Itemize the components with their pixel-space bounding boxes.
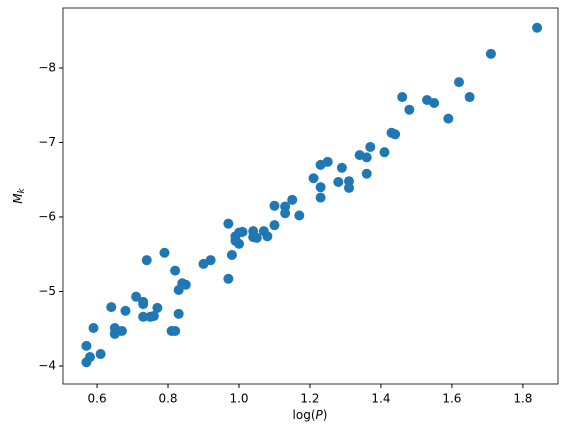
x-label-text: log(: [293, 408, 316, 422]
point: [148, 311, 159, 322]
y-tick-label: −4: [38, 358, 56, 372]
point: [138, 299, 149, 310]
point: [159, 247, 170, 258]
point: [234, 238, 244, 249]
point: [454, 77, 464, 88]
point: [223, 218, 234, 229]
y-tick-label: −8: [38, 60, 56, 74]
point: [237, 226, 248, 237]
point: [198, 258, 209, 269]
point: [269, 220, 280, 231]
point: [336, 162, 347, 173]
point: [333, 176, 344, 187]
x-tick-label: 1.8: [513, 392, 532, 406]
point: [294, 210, 305, 221]
point: [95, 349, 106, 360]
point: [173, 284, 184, 295]
point: [397, 92, 408, 103]
point: [223, 273, 234, 284]
x-label-italic: P: [316, 408, 324, 422]
point: [152, 302, 163, 313]
point: [269, 200, 280, 211]
point: [429, 97, 440, 108]
x-label-end: ): [323, 408, 328, 422]
point: [109, 328, 120, 339]
y-tick-label: −7: [38, 135, 56, 149]
point: [106, 302, 117, 313]
point: [287, 194, 298, 205]
point: [131, 291, 142, 302]
point: [180, 279, 191, 290]
point: [81, 340, 92, 351]
point: [390, 129, 401, 140]
x-tick-label: 0.6: [88, 392, 107, 406]
point: [315, 159, 326, 170]
point: [280, 208, 291, 219]
point: [262, 231, 273, 242]
x-axis-label: log(P): [293, 408, 328, 422]
y-label-subscript: k: [17, 187, 27, 193]
x-tick-label: 1.0: [229, 392, 248, 406]
point: [344, 182, 354, 193]
point: [170, 325, 181, 336]
point: [315, 192, 326, 203]
x-tick-label: 1.2: [300, 392, 319, 406]
x-tick-label: 0.8: [158, 392, 177, 406]
point: [120, 305, 131, 316]
point: [361, 168, 372, 179]
y-label-text: M: [11, 193, 25, 204]
point: [404, 104, 415, 115]
point: [141, 255, 152, 266]
y-tick-label: −6: [38, 209, 56, 223]
point: [464, 92, 475, 103]
point: [532, 22, 543, 33]
x-tick-label: 1.4: [371, 392, 390, 406]
point: [251, 232, 262, 243]
point: [88, 322, 99, 333]
point: [308, 173, 319, 184]
point: [138, 311, 149, 322]
point: [170, 265, 181, 276]
point: [226, 249, 237, 260]
y-axis-label: Mk: [11, 187, 27, 203]
plot-frame: [62, 7, 559, 385]
point: [315, 182, 326, 193]
point: [485, 48, 496, 59]
x-tick-label: 1.6: [442, 392, 461, 406]
point: [81, 357, 92, 368]
point: [443, 113, 454, 124]
point: [361, 152, 372, 163]
y-tick-label: −5: [38, 284, 56, 298]
point: [365, 141, 376, 152]
point: [173, 308, 184, 319]
point: [379, 147, 390, 158]
